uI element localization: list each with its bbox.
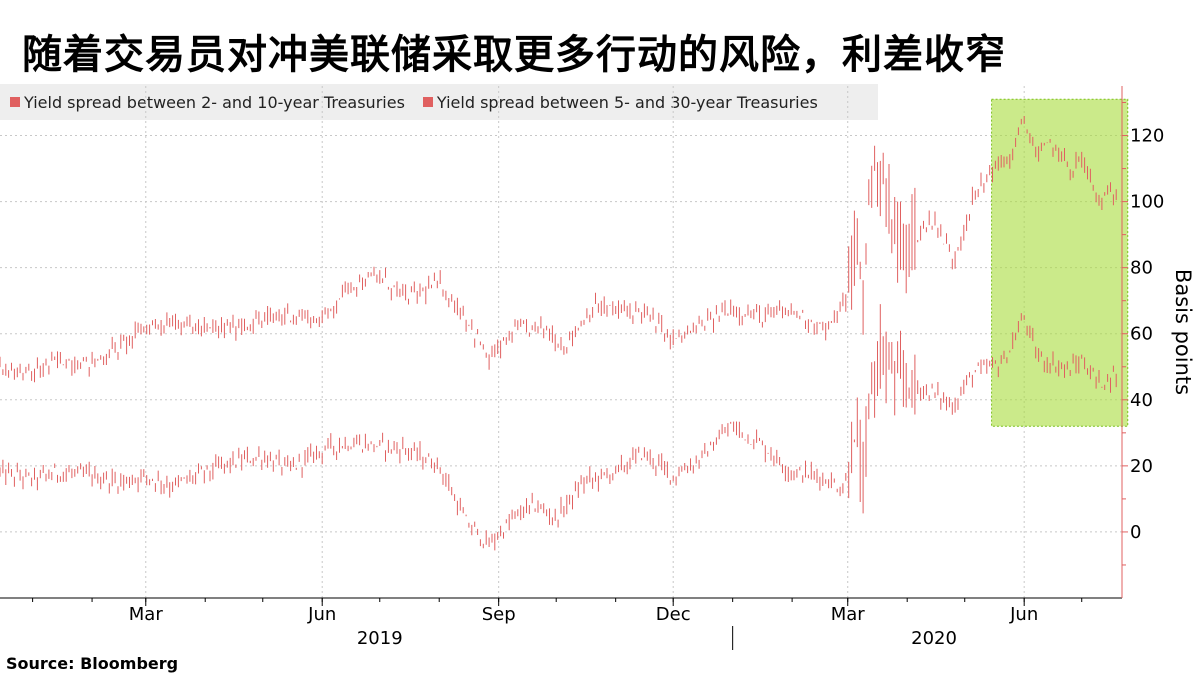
x-tick-label: Jun	[1009, 604, 1038, 625]
x-tick-label: Sep	[482, 604, 516, 625]
x-tick-label: Jun	[307, 604, 336, 625]
y-tick-label: 0	[1130, 522, 1141, 543]
x-tick-label: Dec	[656, 604, 691, 625]
legend-swatch-5-30	[422, 97, 433, 107]
y-tick-label: 60	[1130, 324, 1153, 345]
legend-label-2-10: Yield spread between 2- and 10-year Trea…	[24, 92, 405, 112]
y-tick-label: 100	[1130, 192, 1164, 213]
chart-title: 随着交易员对冲美联储采取更多行动的风险，利差收窄	[22, 31, 1006, 78]
y-axis-title: Basis points	[1171, 269, 1195, 395]
highlight-box	[991, 98, 1129, 427]
series-bars	[0, 304, 1117, 551]
y-tick-label: 80	[1130, 258, 1153, 279]
highlight-region	[991, 98, 1129, 427]
series-2-10	[0, 304, 1117, 551]
series-bars	[0, 116, 1117, 383]
axes: 0 20 40 60 80 100 120 Mar Jun Sep Dec Mar Jun 2019 202…	[0, 86, 1195, 650]
grid	[0, 86, 1122, 598]
legend-swatch-2-10	[10, 97, 20, 107]
x-tick-label: Mar	[831, 604, 866, 625]
legend-item-2-10: Yield spread between 2- and 10-year Trea…	[10, 93, 405, 112]
x-year-label: 2019	[357, 628, 403, 649]
y-tick-label: 120	[1130, 126, 1164, 147]
series-layer	[0, 116, 1117, 551]
legend-item-5-30: Yield spread between 5- and 30-year Trea…	[422, 92, 818, 112]
y-tick-label: 40	[1130, 390, 1153, 411]
series-5-30	[0, 116, 1117, 383]
legend: Yield spread between 2- and 10-year Trea…	[0, 84, 878, 120]
source-note: Source: Bloomberg	[6, 654, 179, 673]
legend-label-5-30: Yield spread between 5- and 30-year Trea…	[436, 92, 818, 112]
x-tick-label: Mar	[129, 604, 164, 625]
y-tick-label: 20	[1130, 456, 1153, 477]
x-year-label: 2020	[911, 628, 957, 649]
